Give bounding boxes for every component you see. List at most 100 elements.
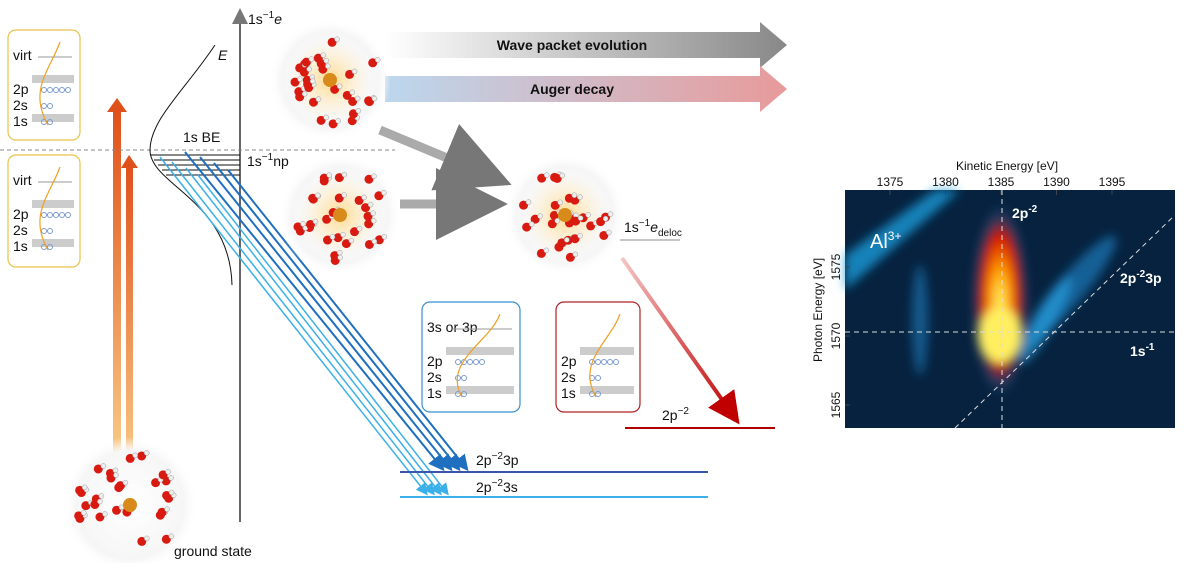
hydrogen bbox=[336, 118, 341, 123]
orbital-label: 1s bbox=[13, 113, 28, 129]
y-tick-label: 1565 bbox=[829, 391, 843, 418]
hydrogen bbox=[99, 493, 104, 498]
hydrogen bbox=[316, 97, 321, 102]
hydrogen bbox=[123, 480, 128, 485]
orbital-label: 2p bbox=[561, 353, 577, 369]
hydrogen bbox=[381, 190, 386, 195]
orbital-label: virt bbox=[13, 47, 32, 63]
x-tick-label: 1385 bbox=[988, 175, 1015, 189]
hydrogen bbox=[606, 230, 611, 235]
ion bbox=[323, 73, 337, 87]
hydrogen bbox=[578, 233, 583, 238]
core-band bbox=[32, 75, 74, 83]
core-band bbox=[32, 114, 74, 122]
hydrogen bbox=[337, 250, 342, 255]
hydrogen bbox=[356, 108, 361, 113]
hydrogen bbox=[321, 53, 326, 58]
orbital-label: 2s bbox=[561, 369, 576, 385]
hydrogen bbox=[529, 222, 534, 227]
ion bbox=[123, 498, 137, 512]
hydrogen bbox=[102, 512, 107, 517]
hydrogen bbox=[310, 79, 315, 84]
hydrogen bbox=[144, 536, 149, 541]
hydrogen bbox=[544, 248, 549, 253]
x-tick-label: 1390 bbox=[1043, 175, 1070, 189]
orbital-label: 1s bbox=[561, 385, 576, 401]
hydrogen bbox=[315, 193, 320, 198]
x-tick-label: 1395 bbox=[1099, 175, 1126, 189]
hydrogen bbox=[166, 469, 171, 474]
hydrogen bbox=[169, 475, 174, 480]
hydrogen bbox=[325, 64, 330, 69]
spectrum-map: Al3+ 2p-2 2p-23p 1s-1 Kinetic Energy [eV… bbox=[811, 159, 1175, 428]
deloc-label: 1s−1edeloc bbox=[624, 218, 682, 239]
hydrogen bbox=[313, 219, 318, 224]
hydrogen bbox=[558, 200, 563, 205]
hydrogen bbox=[555, 218, 560, 223]
hydrogen bbox=[372, 96, 377, 101]
orbital-label: 3s or 3p bbox=[427, 319, 478, 335]
hydrogen bbox=[573, 252, 578, 257]
hydrogen bbox=[538, 214, 543, 219]
orbital-label: 2s bbox=[13, 222, 28, 238]
orbital-label: 2s bbox=[13, 97, 28, 113]
top-level-label: 1s−1e bbox=[248, 10, 282, 27]
hydrogen bbox=[113, 468, 118, 473]
orbital-label: 2p bbox=[13, 81, 29, 97]
hydrogen bbox=[81, 510, 86, 515]
hydrogen bbox=[309, 57, 314, 62]
orbital-label: 2p bbox=[13, 206, 29, 222]
hydrogen bbox=[300, 221, 305, 226]
hydrogen bbox=[340, 232, 345, 237]
hydrogen bbox=[298, 77, 303, 82]
core-band bbox=[446, 347, 514, 355]
hydrogen bbox=[357, 226, 362, 231]
ion bbox=[558, 208, 572, 222]
core-band bbox=[32, 239, 74, 247]
hydrogen bbox=[97, 499, 102, 504]
hydrogen bbox=[327, 173, 332, 178]
binding-label: 1s BE bbox=[183, 129, 220, 145]
hydrogen bbox=[133, 453, 138, 458]
final-auger-label: 2p−2 bbox=[662, 406, 689, 423]
hydrogen bbox=[372, 239, 377, 244]
hydrogen bbox=[544, 173, 549, 178]
hydrogen bbox=[307, 67, 312, 72]
hydrogen bbox=[144, 450, 149, 455]
hydrogen bbox=[572, 193, 577, 198]
orbital-label: 2p bbox=[427, 353, 443, 369]
energy-label: E bbox=[218, 47, 228, 63]
wave-label: Wave packet evolution bbox=[497, 37, 647, 53]
y-tick-label: 1570 bbox=[829, 322, 843, 349]
np-label: 1s−1np bbox=[247, 152, 289, 169]
hydrogen bbox=[165, 507, 170, 512]
hydrogen bbox=[101, 463, 106, 468]
y-tick-label: 1575 bbox=[829, 253, 843, 280]
orbital-label: 1s bbox=[427, 385, 442, 401]
hydrogen bbox=[335, 37, 340, 42]
hydrogen bbox=[324, 58, 329, 63]
hydrogen bbox=[338, 255, 343, 260]
hydrogen bbox=[577, 195, 582, 200]
orbital-label: 2s bbox=[427, 369, 442, 385]
hydrogen bbox=[342, 172, 347, 177]
hydrogen bbox=[82, 485, 87, 490]
hydrogen bbox=[560, 173, 565, 178]
core-band bbox=[580, 386, 634, 394]
core-band bbox=[32, 200, 74, 208]
hydrogen bbox=[330, 235, 335, 240]
hydrogen bbox=[355, 96, 360, 101]
final-3p-label: 2p−23p bbox=[476, 451, 519, 468]
transfer-arrow bbox=[380, 130, 495, 178]
hydrogen bbox=[526, 200, 531, 205]
hydrogen bbox=[371, 218, 376, 223]
hydrogen bbox=[114, 473, 119, 478]
hydrogen bbox=[349, 238, 354, 243]
arrowhead bbox=[121, 155, 138, 168]
x-axis-title: Kinetic Energy [eV] bbox=[956, 159, 1058, 173]
hydrogen bbox=[586, 212, 591, 217]
orbital-label: virt bbox=[13, 172, 32, 188]
hydrogen bbox=[382, 234, 387, 239]
x-tick-label: 1375 bbox=[877, 175, 904, 189]
figure: 1s−1e E 1s BE 1s−1np 2p−23p 2p−23s Wave … bbox=[0, 0, 1191, 563]
